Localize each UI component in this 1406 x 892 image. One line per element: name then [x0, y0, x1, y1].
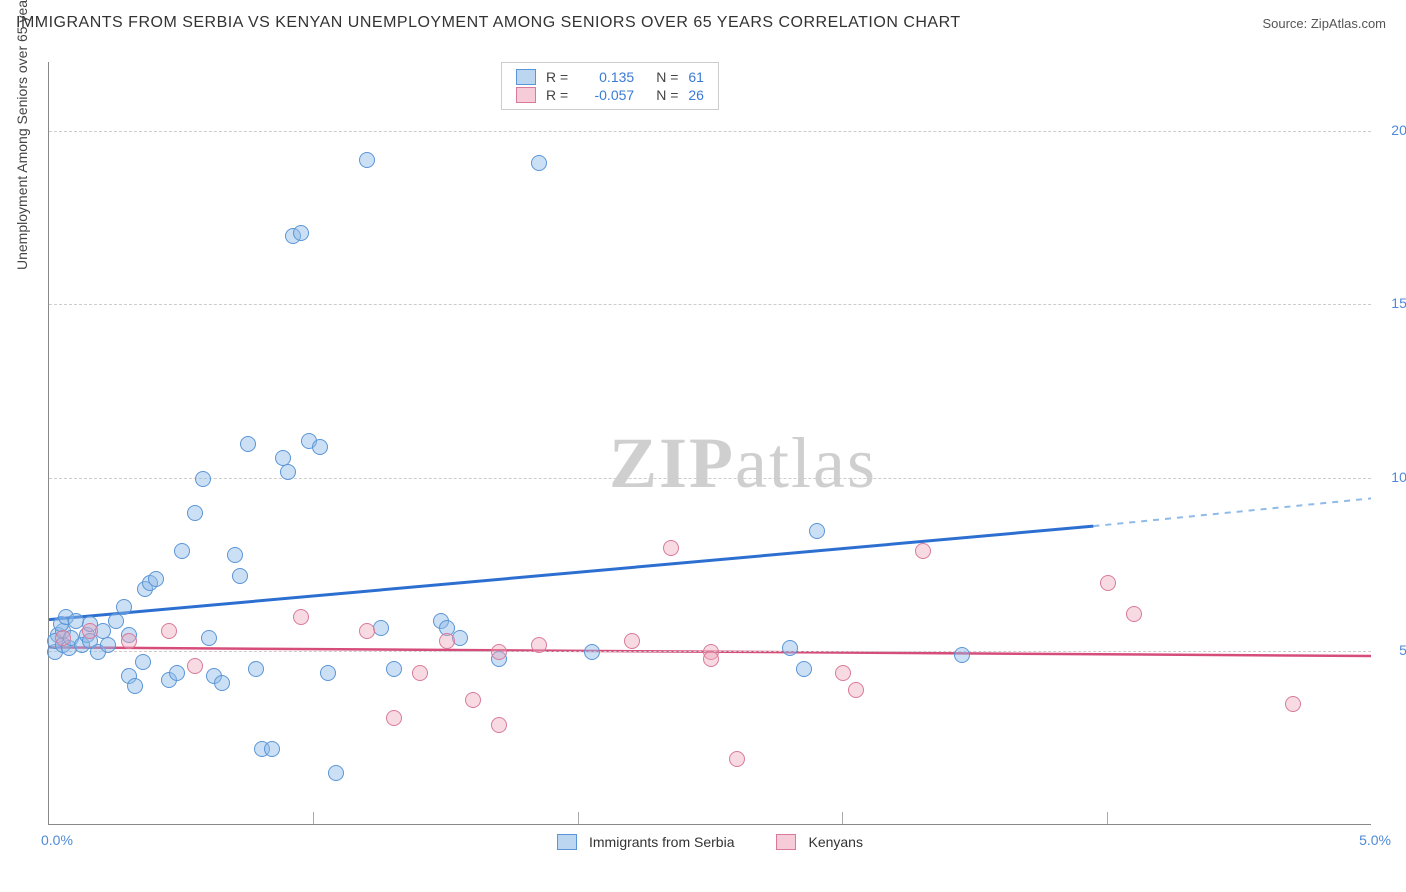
data-point [240, 436, 256, 452]
data-point [848, 682, 864, 698]
data-point [195, 471, 211, 487]
data-point [187, 658, 203, 674]
data-point [531, 637, 547, 653]
data-point [135, 654, 151, 670]
source-label: Source: ZipAtlas.com [1262, 16, 1386, 31]
data-point [232, 568, 248, 584]
y-tick-label: 20.0% [1377, 122, 1406, 138]
data-point [809, 523, 825, 539]
swatch-icon [557, 834, 577, 850]
data-point [531, 155, 547, 171]
data-point [491, 717, 507, 733]
data-point [293, 225, 309, 241]
data-point [148, 571, 164, 587]
data-point [264, 741, 280, 757]
legend-label: Kenyans [808, 834, 862, 850]
data-point [465, 692, 481, 708]
data-point [954, 647, 970, 663]
data-point [703, 651, 719, 667]
data-point [328, 765, 344, 781]
data-point [663, 540, 679, 556]
x-tick-label: 5.0% [1359, 832, 1391, 848]
data-point [1100, 575, 1116, 591]
data-point [1285, 696, 1301, 712]
legend-row: R = 0.135 N = 61 [516, 69, 704, 85]
data-point [161, 623, 177, 639]
data-point [782, 640, 798, 656]
data-point [82, 623, 98, 639]
data-point [169, 665, 185, 681]
y-tick-label: 10.0% [1377, 469, 1406, 485]
data-point [1126, 606, 1142, 622]
data-point [116, 599, 132, 615]
data-point [835, 665, 851, 681]
plot-area: ZIPatlas R = 0.135 N = 61 R = -0.057 N =… [48, 62, 1371, 825]
data-point [174, 543, 190, 559]
data-point [121, 633, 137, 649]
data-point [293, 609, 309, 625]
data-point [201, 630, 217, 646]
swatch-icon [516, 69, 536, 85]
legend-stats: R = 0.135 N = 61 R = -0.057 N = 26 [501, 62, 719, 110]
data-point [386, 710, 402, 726]
data-point [915, 543, 931, 559]
data-point [386, 661, 402, 677]
y-axis-label: Unemployment Among Seniors over 65 years [14, 0, 30, 270]
data-point [227, 547, 243, 563]
chart-container: IMMIGRANTS FROM SERBIA VS KENYAN UNEMPLO… [0, 0, 1406, 892]
data-point [248, 661, 264, 677]
data-point [439, 633, 455, 649]
data-point [412, 665, 428, 681]
legend-row: R = -0.057 N = 26 [516, 87, 704, 103]
data-point [729, 751, 745, 767]
data-point [320, 665, 336, 681]
y-tick-label: 5.0% [1377, 642, 1406, 658]
swatch-icon [516, 87, 536, 103]
data-point [624, 633, 640, 649]
y-tick-label: 15.0% [1377, 295, 1406, 311]
data-point [359, 623, 375, 639]
data-point [359, 152, 375, 168]
data-point [280, 464, 296, 480]
data-point [214, 675, 230, 691]
data-point [127, 678, 143, 694]
data-point [108, 613, 124, 629]
legend-series: Immigrants from Serbia Kenyans [557, 834, 863, 850]
legend-label: Immigrants from Serbia [589, 834, 734, 850]
x-tick-label: 0.0% [41, 832, 73, 848]
data-point [584, 644, 600, 660]
data-point [187, 505, 203, 521]
data-point [55, 630, 71, 646]
data-point [312, 439, 328, 455]
data-point [100, 637, 116, 653]
chart-title: IMMIGRANTS FROM SERBIA VS KENYAN UNEMPLO… [16, 14, 961, 32]
data-point [491, 644, 507, 660]
data-point [796, 661, 812, 677]
swatch-icon [776, 834, 796, 850]
